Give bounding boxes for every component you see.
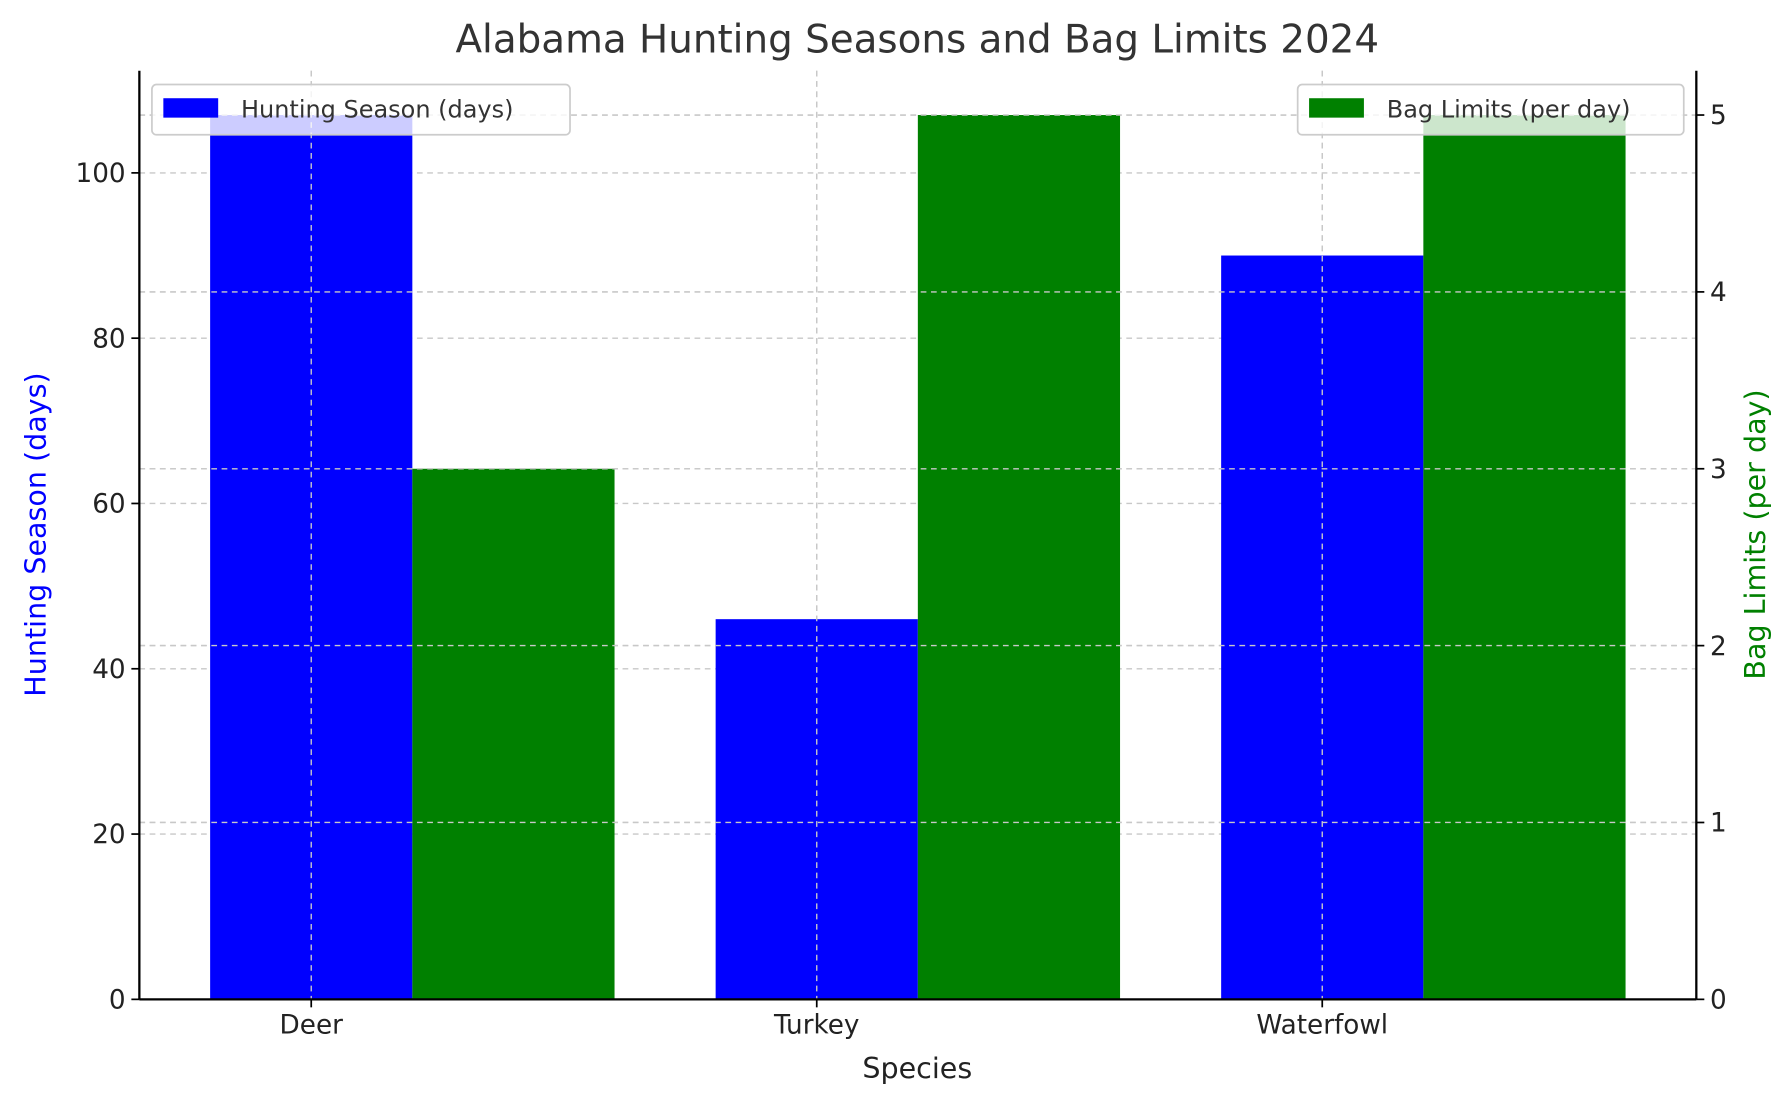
bar-waterfowl-bag-limit — [1423, 115, 1626, 1000]
left-tick-label: 0 — [109, 985, 126, 1015]
legend-swatch — [163, 98, 219, 118]
axes: 0 20 40 60 80 100 0 1 2 3 4 5 Deer Turkey Waterfowl — [76, 70, 1727, 1041]
legend-hunting-season: Hunting Season (days) — [151, 83, 571, 136]
bar-turkey-bag-limit — [917, 115, 1121, 1000]
legend-bag-limits: Bag Limits (per day) — [1296, 83, 1685, 136]
left-axis-label: Hunting Season (days) — [19, 372, 53, 696]
x-tick-label: Deer — [280, 1011, 344, 1041]
legend-label: Hunting Season (days) — [241, 96, 513, 124]
x-tick-label: Waterfowl — [1256, 1011, 1388, 1041]
right-tick-label: 4 — [1710, 278, 1727, 308]
bar-turkey-season — [715, 619, 918, 1000]
x-tick-label: Turkey — [773, 1011, 859, 1041]
right-tick-label: 5 — [1710, 101, 1727, 131]
bars — [139, 70, 1697, 1001]
right-tick-label: 0 — [1710, 985, 1727, 1015]
chart-title: Alabama Hunting Seasons and Bag Limits 2… — [455, 18, 1379, 63]
left-tick-label: 20 — [92, 820, 125, 850]
bar-deer-bag-limit — [412, 468, 615, 1000]
legend-box — [151, 83, 571, 136]
left-tick-label: 80 — [92, 324, 125, 354]
legends: Hunting Season (days) Bag Limits (per day… — [151, 83, 1685, 136]
right-tick-label: 2 — [1710, 632, 1727, 662]
right-axis-label: Bag Limits (per day) — [1738, 389, 1772, 679]
legend-swatch — [1309, 98, 1364, 118]
right-tick-label: 3 — [1710, 455, 1727, 485]
left-tick-label: 40 — [92, 655, 125, 685]
x-axis-label: Species — [862, 1051, 972, 1085]
left-tick-label: 100 — [76, 159, 126, 189]
left-tick-label: 60 — [92, 490, 125, 520]
right-tick-label: 1 — [1710, 809, 1727, 839]
legend-box — [1296, 83, 1685, 136]
legend-label: Bag Limits (per day) — [1387, 96, 1631, 124]
